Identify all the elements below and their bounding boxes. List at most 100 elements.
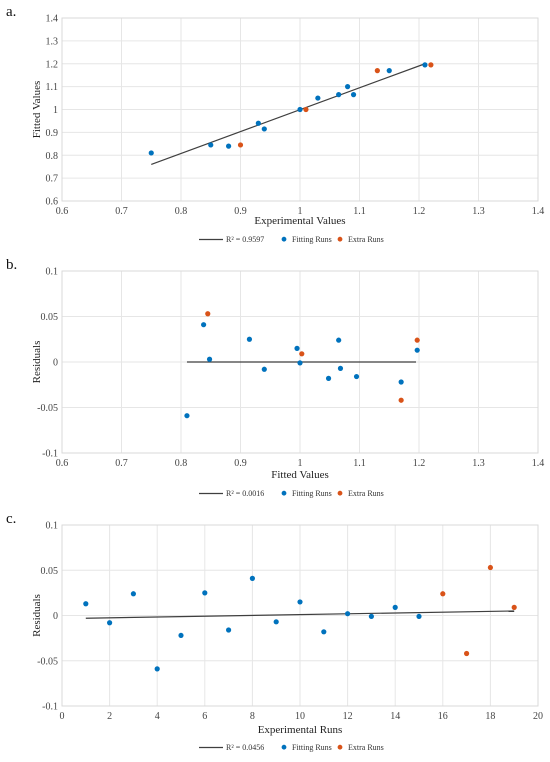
y-tick-label: 1.3 — [46, 36, 59, 47]
y-tick-label: 0.8 — [46, 151, 59, 162]
x-tick-label: 20 — [533, 711, 543, 722]
y-axis-label: Residuals — [31, 594, 43, 637]
fitting-run-point — [83, 601, 89, 607]
extra-run-point — [428, 62, 434, 68]
x-tick-label: 10 — [295, 711, 305, 722]
fitting-run-point — [297, 599, 303, 605]
x-tick-label: 12 — [343, 711, 353, 722]
fitting-run-point — [178, 632, 184, 639]
chart-panel-1: a. 0.6 0.7 0.8 0.9 1 1.1 1.2 1.3 1.4 0.6 0.7 0.8 0.9 1… — [6, 4, 544, 244]
fitting-run-point — [107, 620, 113, 626]
x-tick-label: 1.4 — [532, 458, 545, 469]
legend-extra-label: Extra Runs — [348, 743, 384, 752]
fitting-run-point — [261, 126, 267, 132]
y-tick-label: 0.6 — [46, 197, 59, 208]
y-tick-label: 0.7 — [46, 174, 59, 185]
x-tick-label: 6 — [202, 711, 207, 722]
x-tick-label: 0.8 — [175, 206, 188, 217]
extra-run-point — [237, 142, 244, 148]
extra-run-point — [374, 68, 380, 74]
fitting-run-point — [336, 92, 342, 98]
x-tick-label: 0.9 — [234, 458, 247, 469]
y-tick-label: 0.05 — [41, 566, 59, 577]
fitting-run-point — [201, 322, 207, 328]
panel-label: c. — [6, 511, 16, 527]
x-tick-label: 0.6 — [56, 458, 69, 469]
x-tick-label: 0.6 — [56, 206, 69, 217]
extra-run-point — [487, 564, 493, 571]
panel-label: b. — [6, 257, 17, 273]
legend-fitting-swatch — [281, 490, 287, 496]
y-tick-label: 1.2 — [46, 59, 59, 70]
fitting-run-point — [321, 629, 327, 635]
fitting-run-point — [414, 347, 420, 353]
legend-fitting-swatch — [281, 744, 287, 750]
extra-run-point — [299, 351, 305, 357]
fitting-run-point — [337, 365, 344, 371]
fitting-run-point — [294, 345, 300, 351]
legend: R² = 0.0016 Fitting Runs Extra Runs — [199, 489, 384, 498]
x-tick-label: 14 — [390, 711, 400, 722]
x-tick-label: 0 — [60, 711, 65, 722]
y-axis-label: Residuals — [31, 341, 43, 384]
legend-fitting-label: Fitting Runs — [292, 489, 332, 498]
y-tick-label: 0.1 — [46, 521, 59, 532]
x-tick-label: 1.4 — [532, 206, 545, 217]
legend-r2-label: R² = 0.9597 — [226, 235, 264, 244]
fitting-run-point — [416, 613, 422, 620]
y-tick-label: 0.1 — [46, 267, 59, 278]
legend-fitting-label: Fitting Runs — [292, 235, 332, 244]
fitting-run-point — [325, 375, 332, 381]
fitting-run-point — [148, 150, 154, 156]
legend-r2-label: R² = 0.0016 — [226, 489, 264, 498]
extra-run-point — [440, 591, 446, 597]
fitting-run-point — [261, 366, 267, 372]
extra-run-point — [205, 311, 211, 317]
extra-run-point — [414, 337, 420, 343]
fitting-run-point — [392, 604, 398, 610]
fitting-run-point — [315, 95, 321, 101]
x-tick-label: 1.3 — [472, 206, 485, 217]
y-tick-label: 1.4 — [46, 14, 59, 25]
x-axis-label: Experimental Runs — [258, 724, 343, 736]
fitting-run-point — [422, 62, 428, 68]
legend: R² = 0.0456 Fitting Runs Extra Runs — [199, 743, 384, 752]
x-tick-label: 2 — [107, 711, 112, 722]
fitting-run-point — [273, 619, 279, 625]
legend-extra-swatch — [337, 744, 343, 750]
fitting-run-point — [345, 611, 351, 617]
x-tick-label: 1.1 — [353, 458, 366, 469]
fitting-run-point — [226, 143, 232, 149]
extra-run-point — [464, 650, 470, 657]
chart-panel-3: c. 0 2 4 6 8 10 12 14 16 18 20 -0.1 -0.05 0 0.05 0.1 Expe… — [6, 511, 543, 752]
panel-label: a. — [6, 4, 16, 20]
fitting-run-point — [255, 120, 261, 126]
fitting-run-point — [246, 336, 253, 342]
fitting-run-point — [336, 337, 342, 343]
y-tick-label: 0 — [53, 611, 58, 622]
fitting-run-point — [353, 373, 360, 380]
legend-fitting-swatch — [281, 236, 287, 242]
extra-run-point — [398, 397, 404, 403]
x-tick-label: 8 — [250, 711, 255, 722]
fitting-run-point — [130, 591, 136, 597]
fitting-run-point — [154, 666, 160, 672]
legend: R² = 0.9597 Fitting Runs Extra Runs — [199, 235, 384, 244]
fitting-run-point — [206, 356, 213, 362]
fitting-run-point — [226, 627, 232, 633]
y-tick-label: 1.1 — [46, 82, 59, 93]
x-tick-label: 1 — [298, 458, 303, 469]
x-tick-label: 4 — [155, 711, 160, 722]
legend-extra-swatch — [337, 490, 343, 496]
x-tick-label: 1.1 — [353, 206, 366, 217]
y-tick-label: 0.9 — [46, 128, 59, 139]
x-tick-label: 1.3 — [472, 458, 485, 469]
x-axis-label: Experimental Values — [254, 215, 345, 227]
fitting-run-point — [398, 379, 404, 385]
fitting-run-point — [297, 106, 303, 113]
fitting-run-point — [297, 360, 303, 366]
fitting-run-point — [350, 92, 357, 98]
fitting-run-point — [386, 68, 392, 74]
legend-fitting-label: Fitting Runs — [292, 743, 332, 752]
x-axis-label: Fitted Values — [271, 469, 329, 481]
